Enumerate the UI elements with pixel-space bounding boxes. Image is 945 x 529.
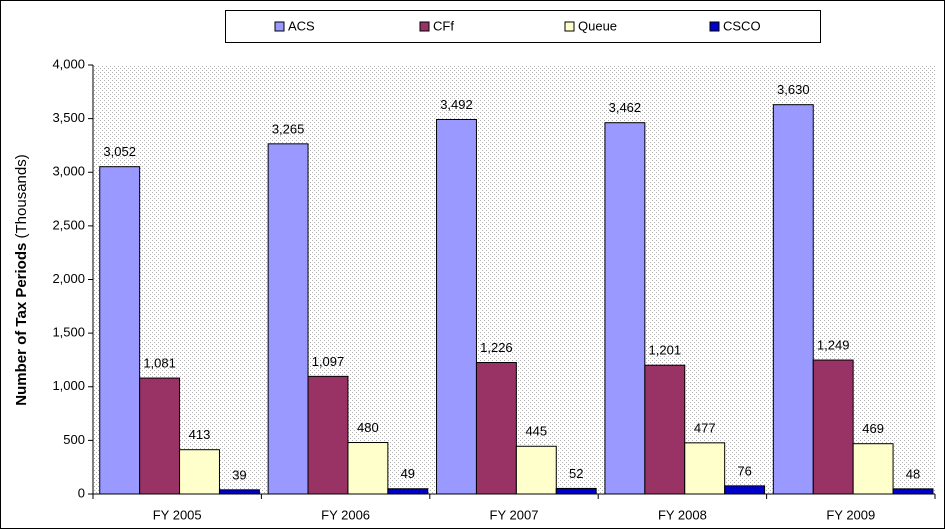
bar [772,104,814,495]
value-label: 76 [737,463,751,478]
value-label: 1,097 [312,354,345,369]
value-label: 480 [357,420,379,435]
value-label: 39 [232,467,246,482]
bar [307,375,349,495]
value-label: 3,265 [272,121,305,136]
x-tick-label: FY 2008 [658,507,707,522]
value-label: 3,052 [103,144,136,159]
y-axis-note: (Thousands) [13,154,30,238]
legend-swatch [419,21,430,32]
value-label: 477 [694,420,716,435]
legend-label: ACS [288,18,315,33]
y-tick-label: 0 [78,485,85,500]
y-tick-label: 1,000 [52,378,85,393]
bar [684,442,726,495]
y-axis-label: Number of Tax Periods (Thousands) [13,154,30,405]
y-tick-label: 2,500 [52,217,85,232]
bar [852,443,894,495]
value-label: 3,492 [440,97,473,112]
legend-label: CFf [433,18,454,33]
x-tick-label: FY 2009 [826,507,875,522]
value-label: 413 [189,427,211,442]
x-tick-label: FY 2005 [153,507,202,522]
value-label: 1,081 [143,356,176,371]
value-label: 1,249 [817,337,850,352]
bar [812,359,854,495]
value-label: 52 [569,466,583,481]
y-tick-label: 2,000 [52,271,85,286]
y-tick-label: 3,000 [52,164,85,179]
value-label: 48 [906,466,920,481]
bar [644,364,686,495]
bar [892,488,934,495]
value-label: 49 [401,466,415,481]
bar [724,485,766,495]
bar [139,377,181,495]
legend-swatch [564,21,575,32]
bar [99,166,141,495]
bar [387,488,429,495]
y-tick-label: 4,000 [52,56,85,71]
legend-swatch [709,21,720,32]
bar [347,442,389,495]
legend-box [225,10,821,43]
x-tick-label: FY 2007 [490,507,539,522]
bar [604,122,646,495]
value-label: 469 [862,421,884,436]
bar [475,362,517,495]
bar [267,143,309,495]
value-label: 445 [525,424,547,439]
value-label: 1,226 [480,340,513,355]
bar [555,487,597,495]
legend-label: Queue [578,18,617,33]
y-tick-label: 1,500 [52,325,85,340]
legend-swatch [274,21,285,32]
x-tick-label: FY 2006 [321,507,370,522]
bar [218,489,260,495]
y-tick-label: 3,500 [52,110,85,125]
bar [179,449,220,495]
bar [436,118,477,495]
value-label: 3,630 [777,82,810,97]
value-label: 3,462 [609,100,642,115]
y-tick-label: 500 [63,432,85,447]
y-axis-title: Number of Tax Periods [13,243,30,406]
value-label: 1,201 [649,343,682,358]
bar [515,445,557,495]
legend-label: CSCO [723,18,761,33]
